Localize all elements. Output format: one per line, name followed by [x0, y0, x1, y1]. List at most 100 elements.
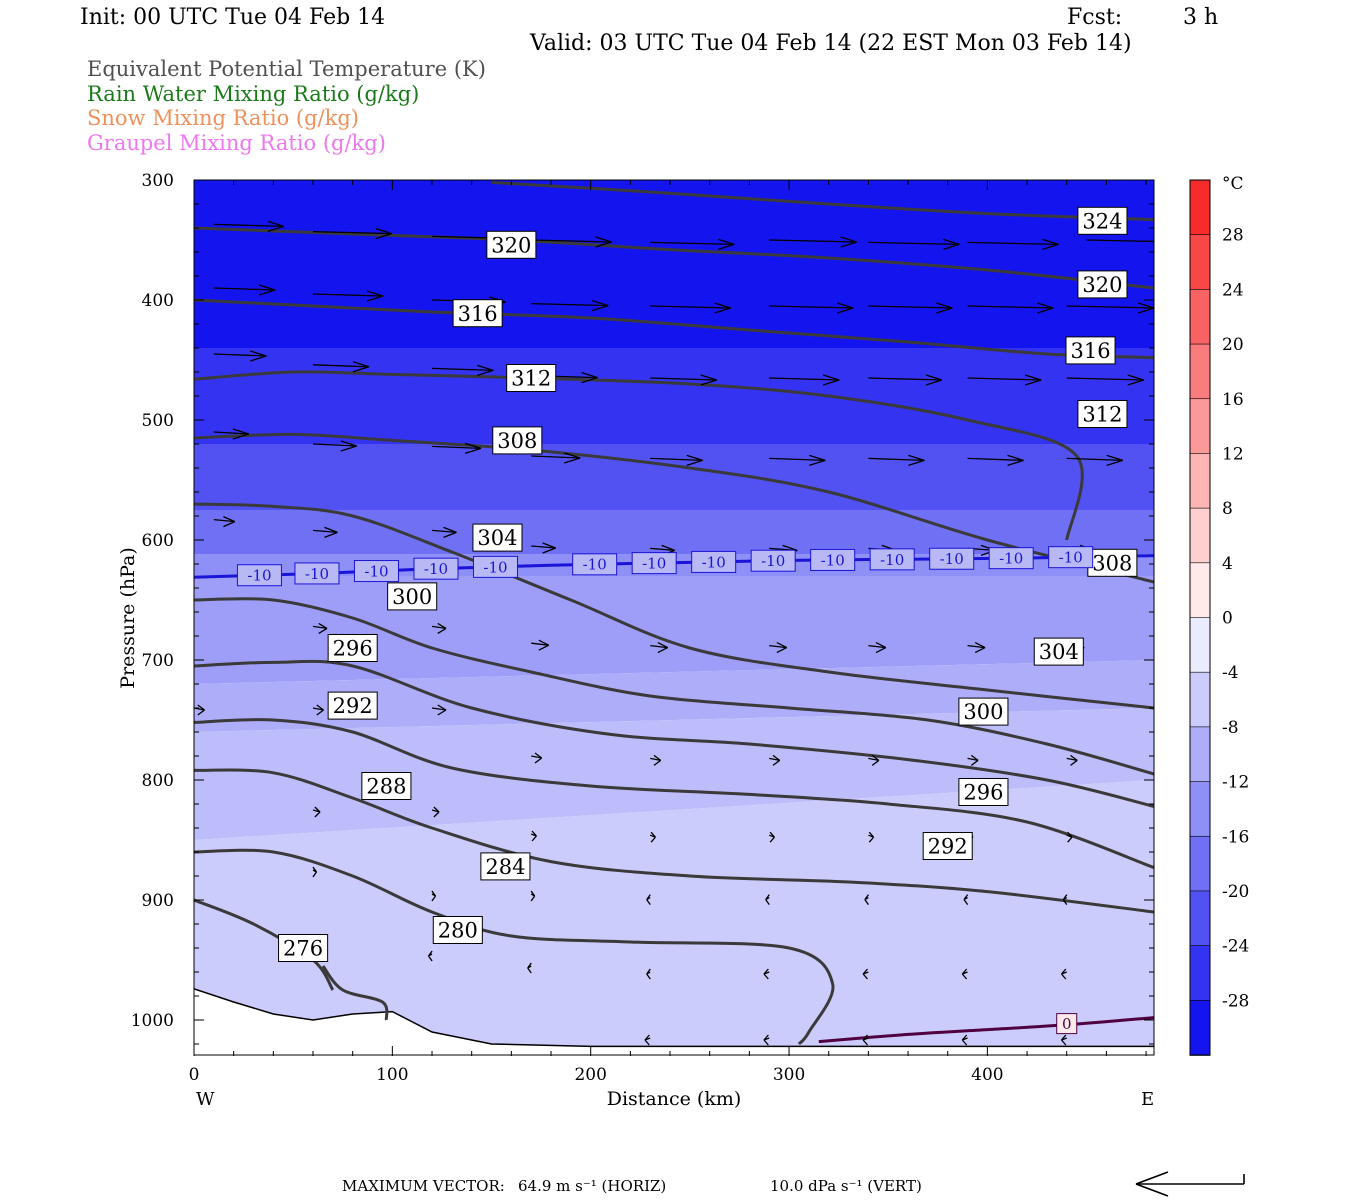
theta-e-label-312: 312 — [511, 367, 551, 391]
theta-e-label-284: 284 — [485, 855, 525, 879]
theta-e-contour-304 — [194, 432, 1154, 584]
isotherm-minus10-label-13-box — [1048, 546, 1094, 569]
theta-e-edge-label-320-1: 320 — [1082, 273, 1122, 297]
wind-vector-48 — [650, 642, 668, 654]
wind-vector-22 — [650, 374, 717, 386]
wind-vector-64 — [530, 830, 537, 842]
colorbar-tick--20: -20 — [1222, 882, 1249, 902]
wind-vector-79 — [527, 962, 532, 974]
colorbar-unit: °C — [1222, 174, 1244, 194]
isotherm-minus10-label-11-box — [929, 547, 975, 570]
theta-e-label-280-box — [432, 916, 483, 944]
theta-e-label-308-box — [492, 426, 543, 455]
temp-band-8 — [194, 780, 1154, 1055]
terrain-fill — [194, 988, 1154, 1055]
theta-e-contour-316 — [194, 226, 1154, 290]
isotherm-minus10-label-0-box — [236, 564, 282, 587]
wind-vector-19 — [312, 361, 370, 373]
wind-vector-63 — [431, 806, 440, 818]
contour-label-layer: 276 280 284 288 292 296 300 304 308 312 316 320 324 3… — [236, 206, 1138, 1035]
temp-band-2 — [194, 444, 1154, 510]
colorbar-cell-11 — [1189, 781, 1211, 838]
forecast-label: Fcst: — [1067, 5, 1123, 30]
wind-vector-32 — [769, 454, 826, 467]
wind-vector-59 — [868, 754, 880, 766]
y-tick-label-400: 400 — [142, 291, 174, 311]
y-tick-label-500: 500 — [142, 411, 174, 431]
isotherm-minus10-label-10: -10 — [880, 551, 904, 569]
max-vector-label: MAXIMUM VECTOR: — [342, 1177, 505, 1195]
theta-e-label-288-box — [361, 772, 412, 800]
colorbar-cell-14 — [1189, 945, 1211, 1002]
theta-e-label-312-box — [506, 364, 557, 392]
y-tick-label-700: 700 — [142, 651, 174, 671]
colorbar-cell-1 — [1189, 234, 1211, 291]
x-tick-label-100: 100 — [376, 1065, 408, 1085]
wind-vector-56 — [531, 752, 543, 764]
isotherm-zero — [818, 1016, 1154, 1044]
theta-e-contour-320 — [491, 180, 1154, 222]
theta-e-contour-300 — [194, 502, 1154, 710]
theta-e-label-300: 300 — [392, 585, 432, 609]
wind-vector-7 — [967, 238, 1059, 251]
colorbar-cell-12 — [1189, 835, 1211, 892]
isotherm-minus10-label-3-box — [413, 557, 459, 580]
theta-e-label-288: 288 — [366, 775, 406, 799]
reference-vector — [1135, 1171, 1245, 1197]
wind-vector-47 — [531, 639, 549, 651]
theta-e-edge-label-324-0: 324 — [1082, 209, 1122, 233]
isotherm-zero-label-box — [1056, 1013, 1078, 1035]
colorbar-tick-24: 24 — [1222, 280, 1244, 300]
wind-vector-83 — [961, 968, 968, 980]
wind-vector-46 — [431, 622, 447, 634]
isotherm-minus10-label-6-box — [631, 552, 677, 575]
isotherm-minus10-label-7-box — [691, 550, 737, 573]
y-tick-label-1000: 1000 — [131, 1011, 174, 1031]
theta-e-edge-label-296-7: 296 — [963, 781, 1003, 805]
wind-vector-77 — [1062, 894, 1068, 905]
wind-vector-30 — [531, 452, 581, 464]
colorbar-tick--24: -24 — [1222, 937, 1249, 957]
wind-vector-9 — [213, 284, 276, 296]
theta-e-label-280: 280 — [438, 919, 478, 943]
theta-e-contour-280 — [194, 848, 835, 1046]
wind-vector-34 — [967, 454, 1024, 467]
wind-vector-1 — [312, 227, 392, 240]
wind-vector-76 — [963, 894, 969, 905]
wind-vector-60 — [967, 754, 979, 766]
wind-vector-17 — [1066, 302, 1154, 314]
theta-e-edge-label-304-5-box — [1033, 637, 1084, 666]
isotherm-minus10-label-2-box — [353, 560, 399, 583]
colorbar-cell-8 — [1189, 617, 1211, 673]
theta-e-edge-label-316-2-box — [1065, 336, 1116, 365]
init-time: Init: 00 UTC Tue 04 Feb 14 — [80, 5, 386, 30]
theta-e-edge-label-300-6-box — [958, 697, 1009, 726]
wind-vector-62 — [312, 806, 321, 818]
wind-vector-65 — [649, 831, 656, 843]
wind-vector-74 — [765, 894, 770, 905]
isotherm-minus10-label-5-box — [572, 553, 618, 576]
colorbar-cell-15 — [1189, 1000, 1211, 1056]
wind-vector-23 — [769, 374, 840, 386]
field-label-theta-e: Equivalent Potential Temperature (K) — [87, 57, 486, 81]
theta-e-label-276: 276 — [283, 937, 323, 961]
wind-vector-72 — [530, 890, 536, 902]
wind-vector-3 — [531, 236, 612, 248]
wind-vector-73 — [646, 894, 651, 905]
isotherm-minus10-label-1: -10 — [305, 565, 329, 583]
colorbar-cell-2 — [1189, 289, 1211, 345]
colorbar-tick--4: -4 — [1222, 663, 1239, 683]
forecast-hour: 3 h — [1183, 5, 1219, 30]
colorbar-tick-4: 4 — [1222, 554, 1233, 574]
temperature-fill-layer — [194, 180, 1154, 1055]
theta-e-contour-296 — [194, 597, 1154, 776]
theta-e-edge-label-304-5: 304 — [1039, 640, 1079, 664]
wind-vector-14 — [769, 302, 854, 314]
wind-vector-33 — [868, 454, 925, 467]
theta-e-contour-284 — [194, 768, 1154, 914]
theta-e-label-304: 304 — [477, 526, 517, 550]
theta-e-edge-label-300-6: 300 — [963, 700, 1003, 724]
valid-time: Valid: 03 UTC Tue 04 Feb 14 (22 EST Mon … — [530, 31, 1132, 56]
wind-vector-18 — [213, 350, 267, 362]
wind-vector-24 — [868, 374, 943, 386]
